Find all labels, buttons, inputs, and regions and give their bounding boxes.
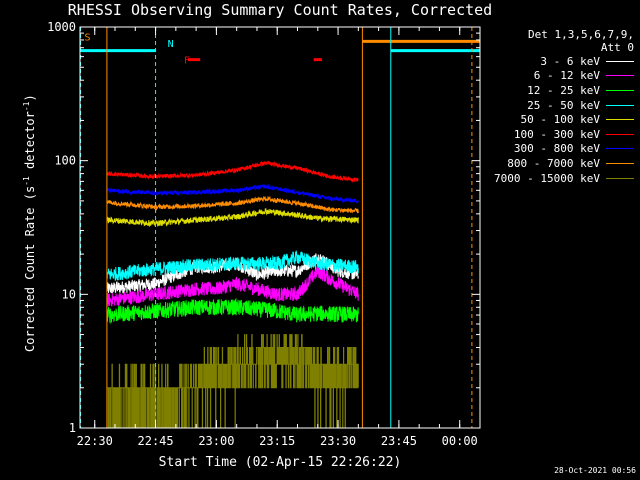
y-axis-label: Corrected Count Rate (s-1 detector-1) [22, 94, 37, 352]
x-axis-label: Start Time (02-Apr-15 22:26:22) [158, 455, 402, 470]
flag-label-s: S [85, 32, 91, 43]
axes-frame [79, 26, 481, 429]
legend-entry: 3 - 6 keV [482, 54, 634, 69]
legend-entry: 100 - 300 keV [482, 127, 634, 142]
x-tick-label-2: 23:00 [198, 434, 234, 448]
x-tick-label-1: 22:45 [138, 434, 174, 448]
series-line-3 [106, 250, 359, 281]
legend-entry: 300 - 800 keV [482, 142, 634, 157]
y-tick-label-0: 1 [69, 421, 76, 435]
series-line-8 [106, 334, 359, 429]
legend-header-detectors: Det 1,3,5,6,7,9, [528, 28, 634, 41]
legend-swatch [606, 133, 634, 135]
legend-header-attenuator: Att 0 [600, 41, 634, 54]
series-line-4 [106, 207, 359, 228]
legend-swatch [606, 177, 634, 179]
legend-label: 3 - 6 keV [540, 54, 600, 68]
chart-title: RHESSI Observing Summary Count Rates, Co… [67, 1, 493, 19]
legend-entry: 800 - 7000 keV [482, 156, 634, 171]
legend-swatch [606, 89, 634, 91]
flag-label-n: N [168, 39, 174, 50]
x-tick-label-0: 22:30 [77, 434, 113, 448]
legend-label: 12 - 25 keV [527, 83, 600, 97]
legend-label: 800 - 7000 keV [507, 156, 600, 170]
legend-label: 6 - 12 keV [533, 69, 600, 83]
series-line-6 [106, 183, 359, 204]
series-line-2 [106, 297, 359, 325]
legend-label: 300 - 800 keV [513, 142, 600, 156]
legend-entry: 50 - 100 keV [482, 112, 634, 127]
legend-entry: 12 - 25 keV [482, 83, 634, 98]
legend-label: 50 - 100 keV [520, 113, 600, 127]
legend-swatch [606, 75, 634, 77]
legend: Det 1,3,5,6,7,9, Att 0 3 - 6 keV 6 - 12 k… [482, 28, 634, 185]
legend-label: 7000 - 15000 keV [494, 171, 600, 185]
series-line-1 [106, 264, 359, 307]
x-tick-label-5: 23:45 [381, 434, 417, 448]
legend-entry: 25 - 50 keV [482, 98, 634, 113]
y-tick-label-3: 1000 [47, 20, 76, 34]
y-tick-label-2: 100 [54, 154, 76, 168]
legend-swatch [606, 119, 634, 121]
legend-entry: 6 - 12 keV [482, 69, 634, 84]
x-tick-label-6: 00:00 [442, 434, 478, 448]
series-line-5 [106, 160, 359, 183]
legend-swatch [606, 104, 634, 106]
legend-swatch [606, 148, 634, 150]
timestamp: 28-Oct-2021 00:56 [554, 466, 636, 475]
legend-entry: 7000 - 15000 keV [482, 171, 634, 186]
x-tick-label-3: 23:15 [259, 434, 295, 448]
legend-label: 100 - 300 keV [513, 127, 600, 141]
x-tick-label-4: 23:30 [320, 434, 356, 448]
series-line-7 [106, 195, 359, 214]
y-tick-label-1: 10 [62, 287, 76, 301]
legend-swatch [606, 162, 634, 164]
legend-label: 25 - 50 keV [527, 98, 600, 112]
flag-label-f: F [184, 56, 190, 67]
legend-swatch [606, 60, 634, 62]
